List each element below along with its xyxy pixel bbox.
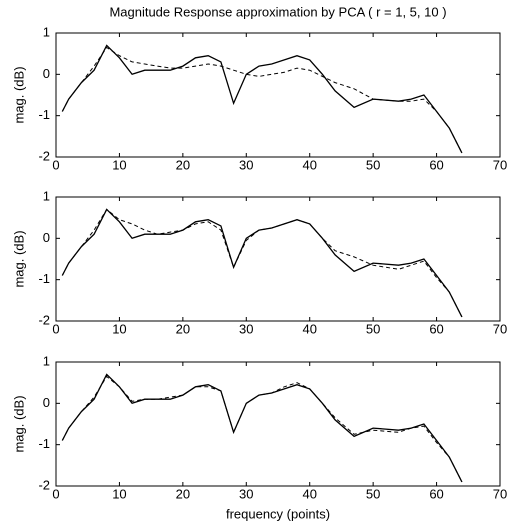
y-tick-label: 1 [43,353,50,368]
x-tick-label: 70 [493,486,507,501]
x-tick-label: 0 [52,486,59,501]
x-tick-label: 40 [302,157,316,172]
y-tick-label: 0 [43,395,50,410]
y-tick-label: 0 [43,66,50,81]
x-tick-label: 50 [366,321,380,336]
y-tick-label: 0 [43,230,50,245]
x-tick-label: 60 [429,321,443,336]
x-tick-label: 70 [493,157,507,172]
x-tick-label: 40 [302,486,316,501]
x-tick-label: 10 [112,321,126,336]
x-tick-label: 70 [493,321,507,336]
y-axis-label: mag. (dB) [11,395,26,452]
y-tick-label: -1 [38,107,50,122]
x-tick-label: 50 [366,486,380,501]
line-series [61,375,463,483]
plot-frame [55,361,501,487]
x-tick-label: 50 [366,157,380,172]
x-tick-label: 30 [239,157,253,172]
y-axis-label: mag. (dB) [11,230,26,287]
y-tick-label: -1 [38,271,50,286]
line-series [61,208,463,318]
x-tick-label: 0 [52,321,59,336]
y-tick-label: -2 [38,312,50,327]
x-tick-label: 10 [112,157,126,172]
x-tick-label: 20 [176,157,190,172]
chart-title: Magnitude Response approximation by PCA … [109,4,446,19]
x-tick-label: 40 [302,321,316,336]
y-axis-label: mag. (dB) [11,66,26,123]
x-tick-label: 30 [239,486,253,501]
x-tick-label: 60 [429,157,443,172]
plot-frame [55,32,501,158]
line-series [61,46,463,154]
x-tick-label: 0 [52,157,59,172]
x-tick-label: 30 [239,321,253,336]
plot-frame [55,196,501,322]
y-tick-label: 1 [43,24,50,39]
x-tick-label: 20 [176,321,190,336]
x-tick-label: 10 [112,486,126,501]
y-tick-label: 1 [43,188,50,203]
y-tick-label: -2 [38,148,50,163]
x-tick-label: 20 [176,486,190,501]
y-tick-label: -1 [38,436,50,451]
line-series [61,208,463,318]
x-tick-label: 60 [429,486,443,501]
x-axis-label: frequency (points) [226,506,330,521]
line-series [61,44,463,154]
y-tick-label: -2 [38,477,50,492]
